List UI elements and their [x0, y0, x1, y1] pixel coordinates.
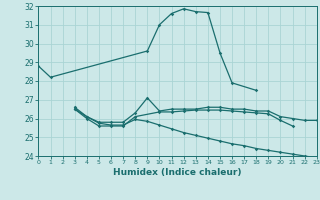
X-axis label: Humidex (Indice chaleur): Humidex (Indice chaleur) [113, 168, 242, 177]
